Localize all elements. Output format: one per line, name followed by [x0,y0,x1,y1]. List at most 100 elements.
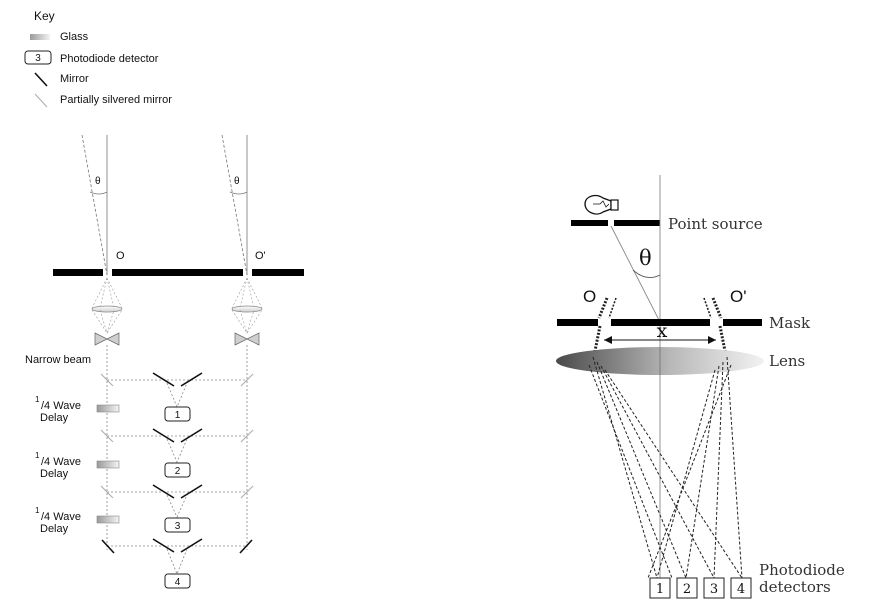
svg-text:1: 1 [175,410,181,421]
aperture-tube [703,297,712,319]
svg-text:/4 Wave: /4 Wave [41,511,81,523]
left-interferometer: θ θ O O' Narrow beam [25,134,304,589]
svg-text:2: 2 [175,466,181,477]
detector-key-number: 3 [35,53,41,64]
beam-stage-1 [100,372,254,409]
partial-mirror-key-icon [34,93,48,108]
glass-key-label: Glass [60,31,89,43]
beam-stage-2 [100,428,254,464]
theta-arc [632,269,661,279]
delay-label-2: 1 /4 Wave Delay [35,451,81,480]
svg-text:3: 3 [175,521,181,532]
aperture-tube [608,297,617,319]
right-interferometer: Point source θ Mask O O' x Lens [556,175,845,599]
detector-1: 1 [164,406,191,422]
mask-segment [723,319,762,326]
photodiode-3: 3 [703,577,725,599]
glass-delay-plate [96,515,120,524]
mirror-icon [239,539,253,554]
mask-segment [252,269,304,276]
svg-text:4: 4 [175,577,181,588]
detectors-label-line1: Photodiode [759,561,845,579]
beam-stage-4 [101,538,253,576]
svg-text:4: 4 [737,582,745,597]
mirror-icon [180,538,203,553]
beam-optics-left [91,277,123,346]
svg-text:3: 3 [710,582,718,597]
mirror-icon [152,428,175,443]
detector-2: 2 [164,462,191,478]
aperture-tube [597,297,609,319]
mirror-icon [152,372,175,387]
theta-label-right: θ [234,176,240,187]
delay-label-1: 1 /4 Wave Delay [35,395,81,424]
theta-label-left: θ [95,176,101,187]
detector-4: 4 [164,573,191,589]
mirror-icon [180,372,203,387]
theta-label: θ [639,246,652,270]
svg-text:/4 Wave: /4 Wave [41,456,81,468]
svg-text:/4 Wave: /4 Wave [41,400,81,412]
svg-text:1: 1 [35,451,40,460]
svg-text:1: 1 [35,395,40,404]
mask-segment [611,319,710,326]
light-bulb-icon [584,194,619,215]
partial-mirror-icon [240,485,254,499]
beam-stage-3 [100,484,254,518]
photodiode-4: 4 [730,577,752,599]
beam-optics-right [231,277,263,346]
detector-3: 3 [164,517,191,533]
mirror-icon [101,539,115,554]
mask-segment [557,319,598,326]
svg-text:1: 1 [656,582,664,597]
aperture-o-label: O [116,250,125,262]
mirror-key-label: Mirror [60,73,89,85]
svg-text:Delay: Delay [40,523,69,535]
aperture-tube [711,297,723,319]
photodiode-1: 1 [649,577,671,599]
partial-mirror-key-label: Partially silvered mirror [60,94,172,106]
angled-ray [610,225,661,323]
lens-icon [231,305,263,313]
key-legend: Key Glass 3 Photodiode detector Mirror P… [24,9,172,108]
angled-ray-left [81,134,108,276]
beam-compressor-icon [94,332,120,346]
mirror-icon [180,428,203,443]
mirror-key-icon [34,72,48,87]
svg-text:2: 2 [683,582,691,597]
narrow-beam-label: Narrow beam [25,354,91,366]
lens-icon [91,305,123,313]
partial-mirror-icon [100,373,114,387]
mirror-icon [152,484,175,499]
partial-mirror-icon [100,429,114,443]
key-title: Key [34,9,55,23]
svg-text:Delay: Delay [40,412,69,424]
separation-label: x [657,320,668,342]
lens-label: Lens [769,352,805,370]
partial-mirror-icon [240,429,254,443]
mask-segment [112,269,243,276]
beam-compressor-icon [234,332,260,346]
partial-mirror-icon [100,485,114,499]
point-source-label: Point source [668,215,763,233]
svg-text:1: 1 [35,506,40,515]
mask-label: Mask [769,314,811,332]
detector-key-label: Photodiode detector [60,53,159,65]
theta-arc-left [89,191,108,195]
glass-delay-plate [96,460,120,469]
delay-label-3: 1 /4 Wave Delay [35,506,81,535]
detectors-label-line2: detectors [759,578,831,596]
source-screen [614,220,660,226]
arrow-head-left [604,336,612,344]
theta-arc-right [229,191,248,195]
mask-segment [53,269,103,276]
partial-mirror-icon [240,373,254,387]
photodiode-2: 2 [676,577,698,599]
arrow-head-right [708,336,716,344]
aperture-o-prime-label: O' [255,250,266,262]
source-screen [571,220,608,226]
glass-key-icon [30,34,50,40]
aperture-o-prime-label: O' [730,287,746,306]
